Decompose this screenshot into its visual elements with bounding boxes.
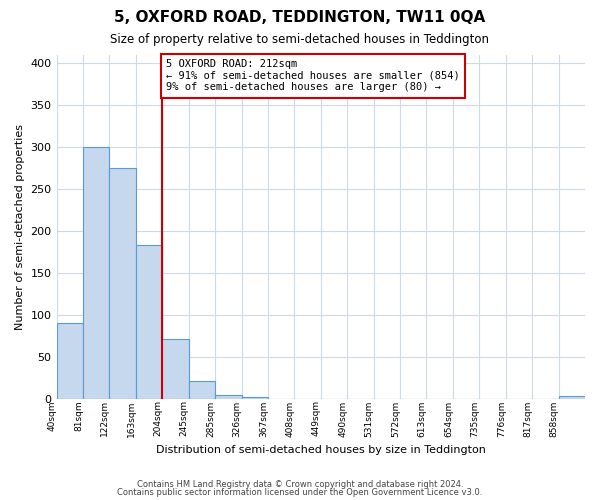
Text: Contains public sector information licensed under the Open Government Licence v3: Contains public sector information licen… <box>118 488 482 497</box>
Y-axis label: Number of semi-detached properties: Number of semi-detached properties <box>15 124 25 330</box>
Bar <box>136 246 162 399</box>
Bar <box>559 396 585 399</box>
Bar <box>109 168 136 399</box>
Bar <box>162 340 188 399</box>
Text: 5, OXFORD ROAD, TEDDINGTON, TW11 0QA: 5, OXFORD ROAD, TEDDINGTON, TW11 0QA <box>115 10 485 25</box>
X-axis label: Distribution of semi-detached houses by size in Teddington: Distribution of semi-detached houses by … <box>156 445 486 455</box>
Bar <box>188 382 215 399</box>
Bar <box>242 397 268 399</box>
Bar <box>83 148 109 399</box>
Bar <box>56 324 83 399</box>
Text: 5 OXFORD ROAD: 212sqm
← 91% of semi-detached houses are smaller (854)
9% of semi: 5 OXFORD ROAD: 212sqm ← 91% of semi-deta… <box>166 59 460 92</box>
Bar <box>215 394 242 399</box>
Text: Contains HM Land Registry data © Crown copyright and database right 2024.: Contains HM Land Registry data © Crown c… <box>137 480 463 489</box>
Text: Size of property relative to semi-detached houses in Teddington: Size of property relative to semi-detach… <box>110 32 490 46</box>
